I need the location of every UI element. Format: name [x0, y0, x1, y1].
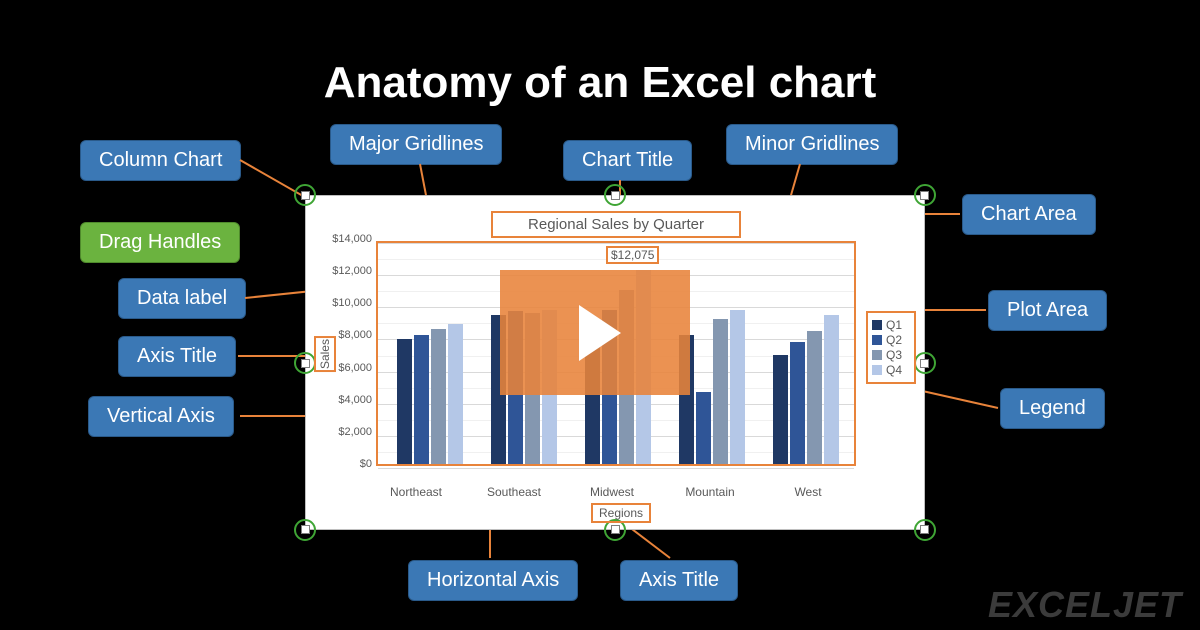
y-tick: $10,000 [332, 297, 372, 309]
y-tick: $0 [332, 458, 372, 470]
legend-item: Q3 [872, 348, 910, 362]
label-chart-title: Chart Title [563, 140, 692, 181]
drag-handle-ring [914, 184, 936, 206]
bar[interactable] [448, 324, 463, 464]
bar[interactable] [414, 335, 429, 464]
drag-handle-ring [914, 352, 936, 374]
drag-handle-ring [294, 184, 316, 206]
bar[interactable] [713, 319, 728, 464]
drag-handle-ring [294, 519, 316, 541]
play-button[interactable] [500, 270, 690, 395]
label-data-label: Data label [118, 278, 246, 319]
bar[interactable] [773, 355, 788, 464]
label-horizontal-axis: Horizontal Axis [408, 560, 578, 601]
drag-handle-ring [294, 352, 316, 374]
bar[interactable] [431, 329, 446, 464]
drag-handle-ring [914, 519, 936, 541]
x-tick: Northeast [376, 485, 456, 499]
play-icon [579, 305, 621, 361]
x-tick: West [768, 485, 848, 499]
brand-logo: EXCELJET [988, 584, 1182, 626]
label-plot-area: Plot Area [988, 290, 1107, 331]
bar[interactable] [696, 392, 711, 464]
x-tick: Mountain [670, 485, 750, 499]
gridline-major [378, 468, 854, 469]
y-tick: $12,000 [332, 265, 372, 277]
legend-item: Q1 [872, 318, 910, 332]
drag-handle-ring [604, 184, 626, 206]
gridline-major [378, 243, 854, 244]
bar[interactable] [730, 310, 745, 464]
y-tick: $2,000 [332, 426, 372, 438]
x-tick: Southeast [474, 485, 554, 499]
x-axis-title[interactable]: Regions [591, 503, 651, 523]
y-tick: $8,000 [332, 329, 372, 341]
legend-item: Q2 [872, 333, 910, 347]
legend[interactable]: Q1 Q2 Q3 Q4 [866, 311, 916, 384]
label-drag-handles: Drag Handles [80, 222, 240, 263]
legend-item: Q4 [872, 363, 910, 377]
label-vertical-axis: Vertical Axis [88, 396, 234, 437]
label-chart-area: Chart Area [962, 194, 1096, 235]
label-legend: Legend [1000, 388, 1105, 429]
bar[interactable] [824, 315, 839, 464]
y-tick: $4,000 [332, 394, 372, 406]
x-tick: Midwest [572, 485, 652, 499]
label-minor-gridlines: Minor Gridlines [726, 124, 898, 165]
data-label[interactable]: $12,075 [606, 246, 659, 264]
page-title: Anatomy of an Excel chart [0, 58, 1200, 108]
label-column-chart: Column Chart [80, 140, 241, 181]
y-tick: $6,000 [332, 362, 372, 374]
bar[interactable] [807, 331, 822, 464]
y-tick: $14,000 [332, 233, 372, 245]
label-axis-title-b: Axis Title [620, 560, 738, 601]
label-major-gridlines: Major Gridlines [330, 124, 502, 165]
bar[interactable] [790, 342, 805, 464]
label-axis-title-l: Axis Title [118, 336, 236, 377]
chart-title[interactable]: Regional Sales by Quarter [491, 211, 741, 238]
bar[interactable] [397, 339, 412, 464]
